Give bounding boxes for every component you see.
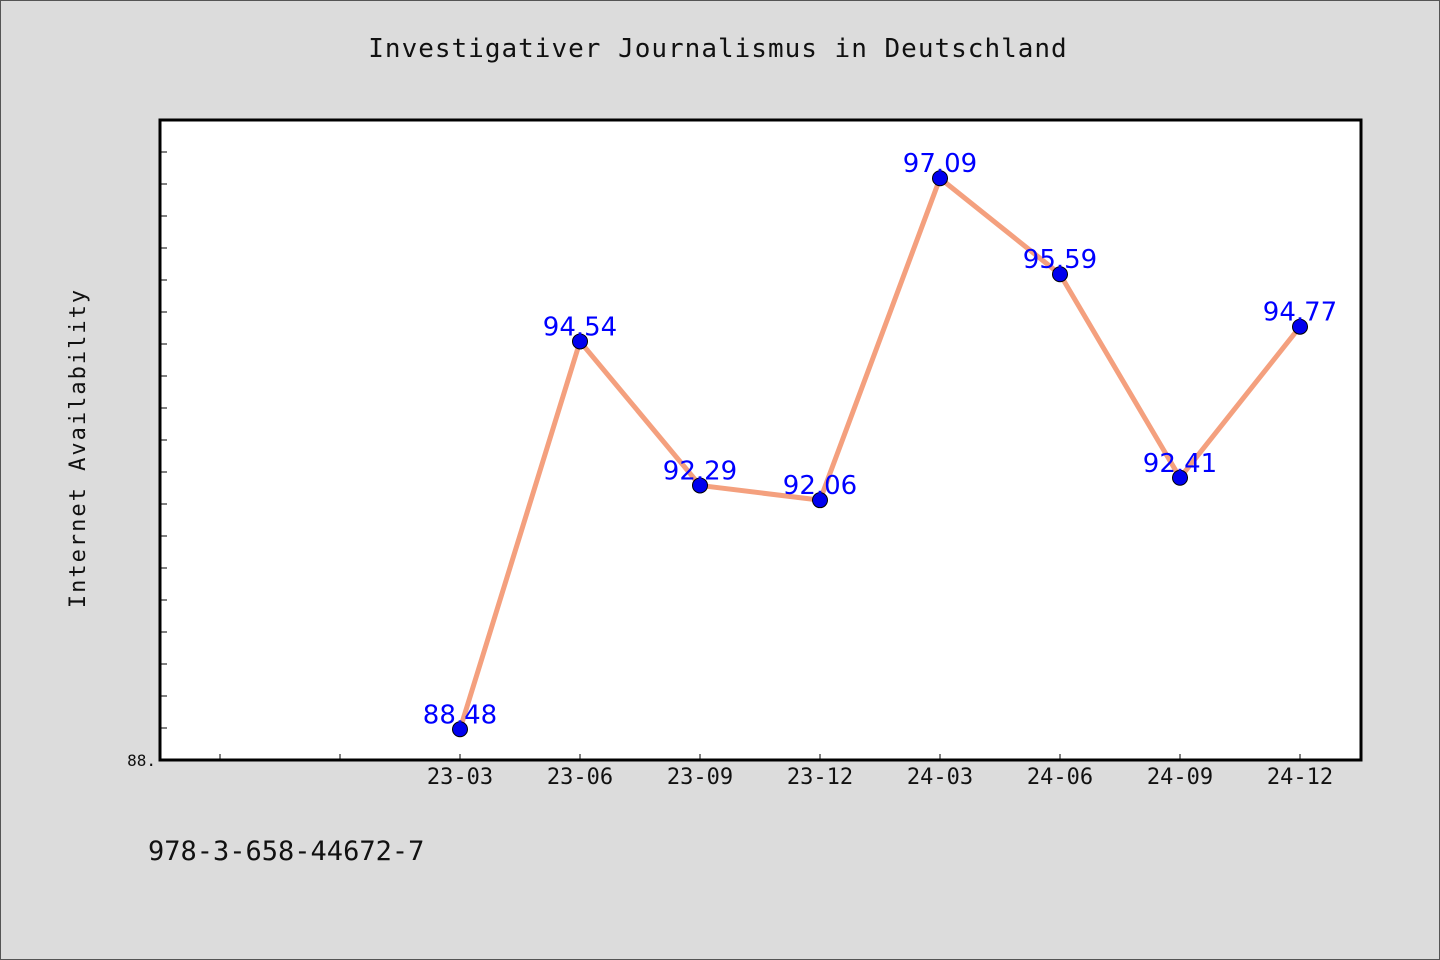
data-point (1292, 318, 1308, 335)
data-point (572, 333, 588, 350)
data-label: 94.77 (1263, 298, 1337, 328)
data-labels: 88.48 94.54 92.29 92.06 97.09 95.59 92.41 94.77 (423, 149, 1337, 730)
x-tick-label: 23-06 (547, 765, 613, 790)
y-tick-label: 88. (127, 751, 156, 770)
x-tick-label: 23-12 (787, 765, 853, 790)
data-point (692, 477, 708, 494)
series-markers (452, 170, 1308, 738)
x-tick-label: 23-03 (427, 765, 493, 790)
data-label: 92.06 (783, 471, 857, 501)
data-point (1172, 469, 1188, 486)
data-point (452, 721, 468, 738)
chart-title: Investigativer Journalismus in Deutschla… (368, 34, 1068, 64)
x-tick-label: 24-03 (907, 765, 973, 790)
x-tick-label: 24-09 (1147, 765, 1213, 790)
isbn-text: 978-3-658-44672-7 (148, 836, 425, 867)
data-point (932, 170, 948, 187)
series-line (457, 175, 1302, 731)
plot-area (158, 118, 1363, 762)
x-axis-ticks: 23-03 23-06 23-09 23-12 24-03 24-06 24-09 24-12 (219, 754, 1333, 790)
data-label: 92.29 (663, 456, 737, 486)
x-tick-label: 24-12 (1267, 765, 1333, 790)
data-point (1052, 266, 1068, 283)
data-point (812, 492, 828, 509)
y-axis-label: Internet Availability (66, 288, 91, 608)
data-label: 97.09 (903, 149, 977, 179)
data-label: 95.59 (1023, 245, 1097, 275)
x-tick-label: 24-06 (1027, 765, 1093, 790)
data-label: 92.41 (1143, 449, 1217, 479)
x-tick-label: 23-09 (667, 765, 733, 790)
data-label: 88.48 (423, 700, 497, 730)
y-axis-ticks (160, 119, 167, 761)
data-label: 94.54 (543, 312, 617, 342)
